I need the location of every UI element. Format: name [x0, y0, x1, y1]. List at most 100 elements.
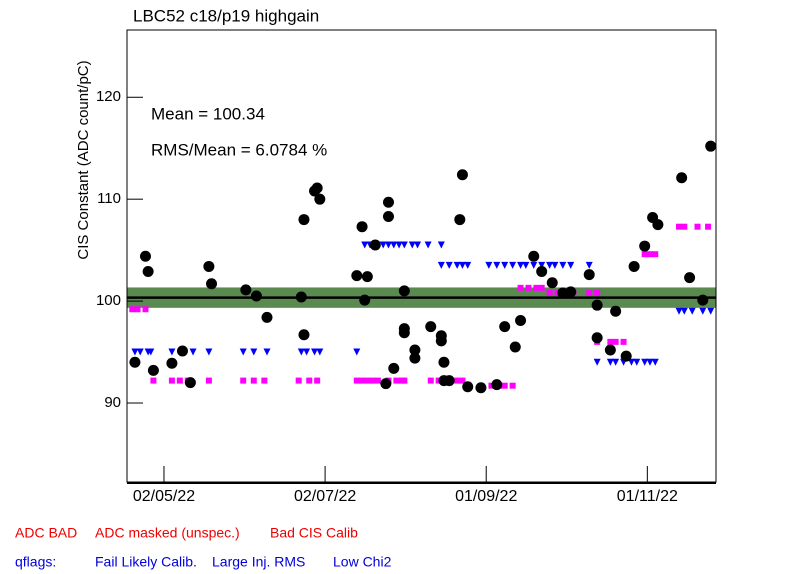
flag-marker	[688, 307, 696, 315]
data-point	[628, 260, 640, 272]
flag-marker	[493, 261, 501, 269]
flag-marker	[694, 223, 701, 230]
data-point	[369, 239, 381, 251]
flag-marker	[641, 358, 649, 366]
data-point	[129, 356, 141, 368]
flag-marker	[136, 348, 144, 356]
flag-marker	[353, 348, 361, 356]
flag-marker	[168, 377, 175, 384]
flag-marker	[400, 241, 408, 249]
data-point	[250, 290, 262, 302]
flag-marker	[538, 261, 546, 269]
flag-marker	[263, 348, 271, 356]
flag-marker	[627, 358, 635, 366]
data-point	[382, 196, 394, 208]
data-point	[610, 305, 622, 317]
flag-marker	[390, 241, 398, 249]
data-point	[475, 382, 487, 394]
flag-marker	[314, 377, 321, 384]
y-tick-label: 100	[96, 292, 121, 309]
flag-marker	[239, 348, 247, 356]
data-point	[536, 266, 548, 278]
y-tick-label: 120	[96, 88, 121, 105]
flag-marker	[261, 377, 268, 384]
flag-marker	[150, 377, 157, 384]
data-point	[311, 182, 323, 194]
data-point	[147, 364, 159, 376]
x-tick-label: 02/05/22	[133, 488, 195, 505]
flag-marker	[509, 261, 517, 269]
data-point	[295, 291, 307, 303]
legend-text: ADC BAD	[15, 525, 77, 541]
flag-marker	[594, 289, 601, 296]
flag-marker	[593, 358, 601, 366]
flag-marker	[142, 306, 149, 313]
flag-marker	[240, 377, 247, 384]
flag-marker	[306, 377, 313, 384]
flag-marker	[445, 261, 453, 269]
flag-marker	[585, 261, 593, 269]
flag-marker	[517, 261, 525, 269]
flag-marker	[401, 377, 408, 384]
flag-marker	[530, 261, 538, 269]
flag-marker	[458, 261, 466, 269]
flag-marker	[303, 348, 311, 356]
flag-marker	[205, 348, 213, 356]
data-point	[491, 379, 503, 391]
flag-marker	[316, 348, 324, 356]
data-point	[314, 193, 326, 205]
flag-marker	[676, 223, 683, 230]
flag-marker	[517, 284, 524, 291]
flag-marker	[707, 307, 715, 315]
flag-marker	[129, 306, 136, 313]
data-point	[652, 219, 664, 231]
y-axis-label: CIS Constant (ADC count/pC)	[75, 60, 92, 259]
data-point	[359, 294, 371, 306]
data-point	[388, 362, 400, 374]
data-point	[361, 271, 373, 283]
flag-marker	[131, 348, 139, 356]
data-point	[499, 321, 511, 333]
data-point	[565, 286, 577, 298]
data-point	[184, 377, 196, 389]
data-point	[705, 140, 717, 152]
flag-marker	[705, 223, 712, 230]
data-point	[546, 277, 558, 289]
data-point	[261, 311, 273, 323]
flag-marker	[361, 241, 369, 249]
flag-marker	[424, 241, 432, 249]
data-point	[176, 345, 188, 357]
legend-text: Low Chi2	[333, 554, 392, 570]
data-point	[142, 266, 154, 278]
flag-marker	[414, 241, 422, 249]
flag-marker	[205, 377, 212, 384]
data-point	[456, 169, 468, 181]
flag-marker	[311, 348, 319, 356]
data-point	[591, 299, 603, 311]
flag-marker	[546, 261, 554, 269]
flag-marker	[652, 251, 659, 258]
legend-text: ADC masked (unspec.)	[95, 525, 240, 541]
flag-marker	[681, 223, 688, 230]
flag-marker	[546, 289, 553, 296]
flag-marker	[250, 377, 257, 384]
data-point	[676, 172, 688, 184]
flag-marker	[437, 261, 445, 269]
data-point	[620, 350, 632, 362]
data-point	[203, 260, 215, 272]
data-point	[435, 335, 447, 347]
flag-marker	[522, 261, 530, 269]
data-point	[298, 214, 310, 226]
flag-marker	[364, 377, 371, 384]
flag-marker	[147, 348, 155, 356]
data-point	[409, 352, 421, 364]
flag-marker	[633, 358, 641, 366]
flag-marker	[353, 377, 360, 384]
flag-marker	[453, 261, 461, 269]
flag-marker	[464, 261, 472, 269]
data-point	[206, 278, 218, 290]
legend-text: qflags:	[15, 554, 56, 570]
data-point	[591, 332, 603, 344]
